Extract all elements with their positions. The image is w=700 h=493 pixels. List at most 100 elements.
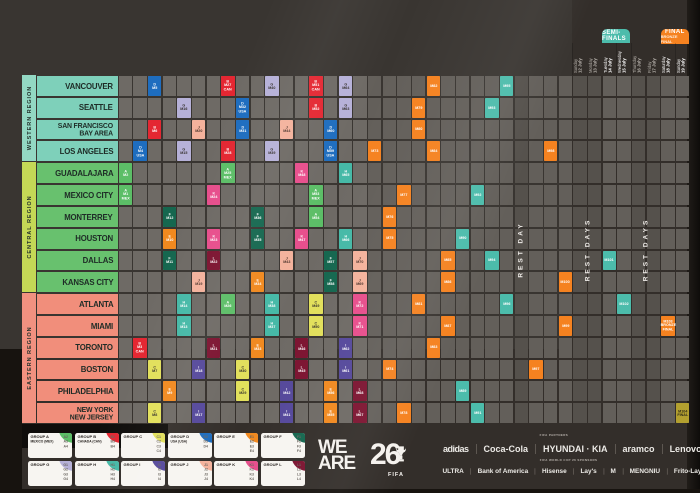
match-cell-m96: M96	[499, 294, 514, 314]
grid-cell	[499, 141, 514, 162]
date-column-15-July: Wednesday 15 July	[617, 43, 632, 75]
grid-cell	[279, 315, 294, 336]
group-card-h: GROUP H H1 H2 H3 H4	[74, 461, 119, 486]
grid-cell	[573, 272, 587, 293]
grid-cell	[602, 403, 617, 423]
grid-cell	[147, 337, 162, 358]
grid-cell	[162, 163, 177, 184]
grid-cell	[191, 163, 206, 184]
grid-cell	[675, 381, 690, 402]
grid-cell	[221, 359, 235, 380]
grid-cell	[206, 141, 221, 162]
grid-cell	[646, 76, 661, 96]
right-margin	[687, 0, 700, 493]
grid-cell	[602, 337, 617, 358]
match-cell-m44: J M44	[279, 119, 294, 140]
grid-cell	[221, 119, 235, 140]
match-cell-m67: L M67	[353, 403, 367, 423]
grid-cell	[118, 76, 133, 96]
grid-cell	[543, 337, 558, 358]
grid-cell	[118, 294, 133, 314]
grid-cell	[279, 294, 294, 314]
sponsor-logo-frito-lay: Frito-Lay	[666, 467, 700, 475]
match-cell-m11: F M11	[162, 250, 177, 271]
grid-cell	[177, 403, 191, 423]
grid-cell	[147, 315, 162, 336]
match-cell-m53: A M53 MEX	[309, 185, 323, 205]
match-cell-m83: M83	[426, 337, 441, 358]
match-cell-m52: B M52	[309, 97, 323, 118]
grid-cell	[309, 403, 323, 423]
grid-cell	[221, 337, 235, 358]
grid-cell	[294, 119, 309, 140]
grid-cell	[631, 250, 646, 271]
grid-cell	[206, 119, 221, 140]
match-cell-m85: M85	[441, 250, 455, 271]
grid-cell	[235, 403, 250, 423]
grid-cell	[661, 381, 675, 402]
grid-cell	[573, 359, 587, 380]
sponsor-logo-lenovo: Lenovo	[661, 444, 700, 454]
grid-cell	[470, 315, 485, 336]
grid-cell	[558, 294, 573, 314]
match-cell-m16: G M16	[177, 97, 191, 118]
grid-cell	[617, 163, 631, 184]
grid-cell	[455, 315, 470, 336]
match-cell-m8: C M8	[147, 403, 162, 423]
grid-cell	[543, 250, 558, 271]
match-cell-m59: D M59 USA	[323, 141, 338, 162]
grid-cell	[382, 294, 397, 314]
grid-cell	[397, 206, 411, 227]
grid-cell	[367, 119, 382, 140]
grid-cell	[367, 359, 382, 380]
match-cell-m14: H M14	[177, 294, 191, 314]
sponsor-logo-m: M	[603, 467, 622, 475]
match-cell-m7: C M7	[147, 359, 162, 380]
grid-cell	[587, 206, 602, 227]
grid-cell	[338, 119, 353, 140]
grid-cell	[661, 185, 675, 205]
match-cell-m24: K M24	[206, 185, 221, 205]
grid-cell	[558, 337, 573, 358]
grid-cell	[441, 141, 455, 162]
match-cell-m26: A M26	[221, 294, 235, 314]
grid-cell	[514, 185, 529, 205]
grid-cell	[162, 337, 177, 358]
group-card-j: GROUP J J1 J2 J3 J4	[167, 461, 212, 486]
grid-cell	[514, 228, 529, 249]
grid-cell	[147, 141, 162, 162]
grid-cell	[133, 250, 147, 271]
match-cell-m100: M100	[558, 272, 573, 293]
grid-cell	[573, 381, 587, 402]
grid-cell	[250, 141, 265, 162]
grid-cell	[177, 337, 191, 358]
match-cell-m27: B M27 CAN	[221, 76, 235, 96]
match-cell-m37: H M37	[265, 315, 279, 336]
match-cell-m41: I M41	[279, 403, 294, 423]
region-strip-western: WESTERN REGION	[22, 75, 36, 162]
group-card-f: GROUP F F1 F2 F3 F4	[260, 433, 305, 458]
group-card-a: GROUP A MEXICO (MEX) A2 A3 A4	[28, 433, 72, 458]
grid-cell	[514, 76, 529, 96]
grid-cell	[426, 228, 441, 249]
match-cell-m56: E M56	[323, 381, 338, 402]
sponsor-logo-mengniu: MENGNIU	[622, 467, 666, 475]
match-cell-m78: M78	[397, 403, 411, 423]
grid-cell	[455, 119, 470, 140]
grid-cell	[661, 206, 675, 227]
grid-cell	[177, 381, 191, 402]
grid-cell	[265, 403, 279, 423]
match-cell-m15: G M15	[177, 141, 191, 162]
grid-cell	[529, 337, 543, 358]
grid-cell	[221, 206, 235, 227]
match-cell-m45: L M45	[294, 359, 309, 380]
grid-cell	[499, 185, 514, 205]
city-label-monterrey: MONTERREY	[37, 206, 118, 227]
grid-cell	[323, 206, 338, 227]
match-cell-m54: A M54	[309, 206, 323, 227]
grid-cell	[309, 250, 323, 271]
grid-cell	[470, 97, 485, 118]
grid-cell	[397, 337, 411, 358]
grid-cell	[235, 76, 250, 96]
